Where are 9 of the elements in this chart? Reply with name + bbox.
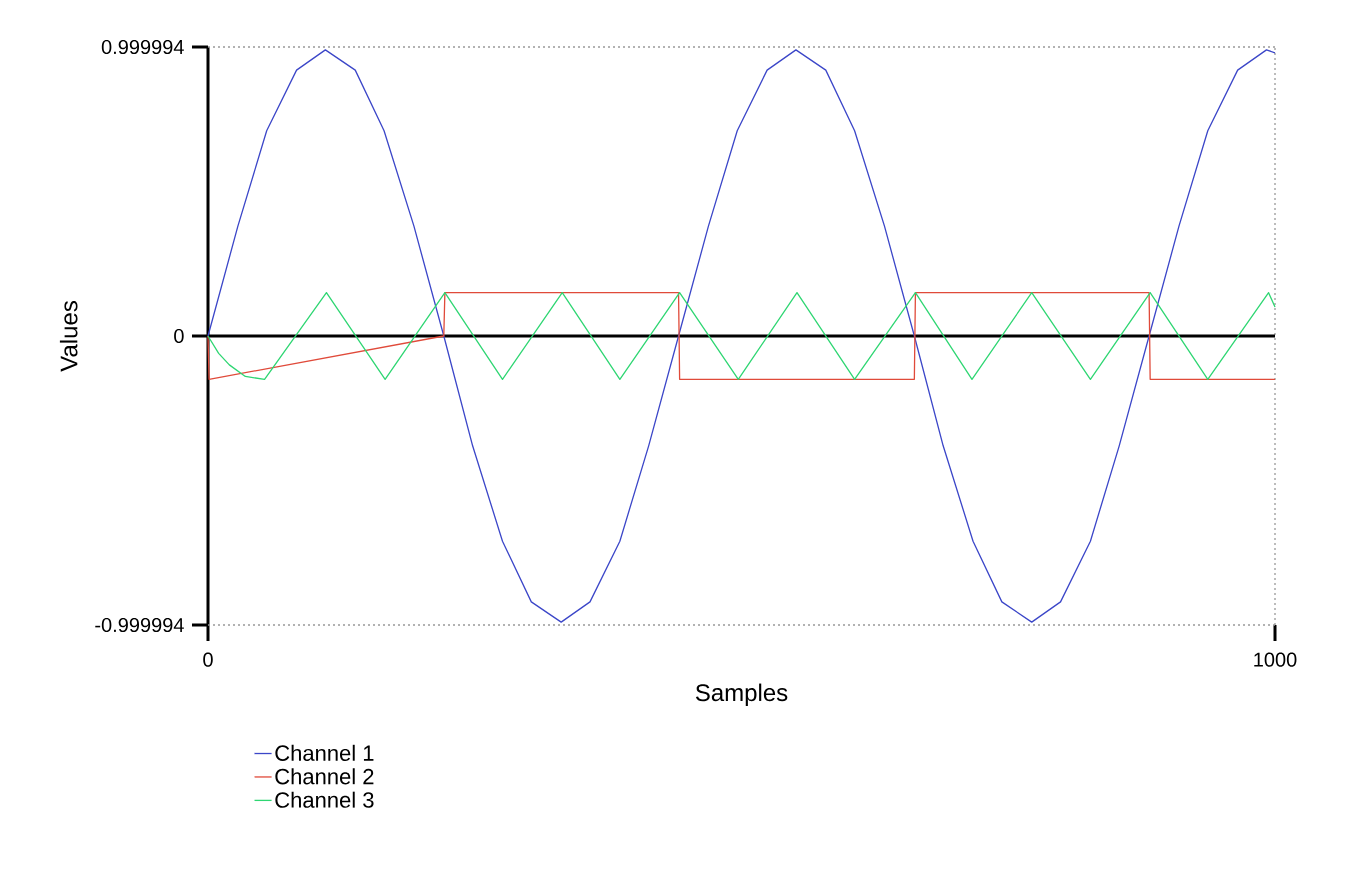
- x-tick-label: 1000: [1254, 652, 1297, 667]
- legend-label: Channel 1: [275, 744, 374, 761]
- x-axis-title: Samples: [695, 683, 788, 706]
- legend-label: Channel 3: [275, 791, 374, 808]
- y-tick-label: 0: [174, 328, 184, 344]
- y-axis-title: Values: [59, 301, 78, 372]
- y-tick-label: 0.999994: [101, 39, 184, 55]
- legend-label: Channel 2: [275, 768, 374, 785]
- y-tick-label: -0.999994: [95, 617, 184, 633]
